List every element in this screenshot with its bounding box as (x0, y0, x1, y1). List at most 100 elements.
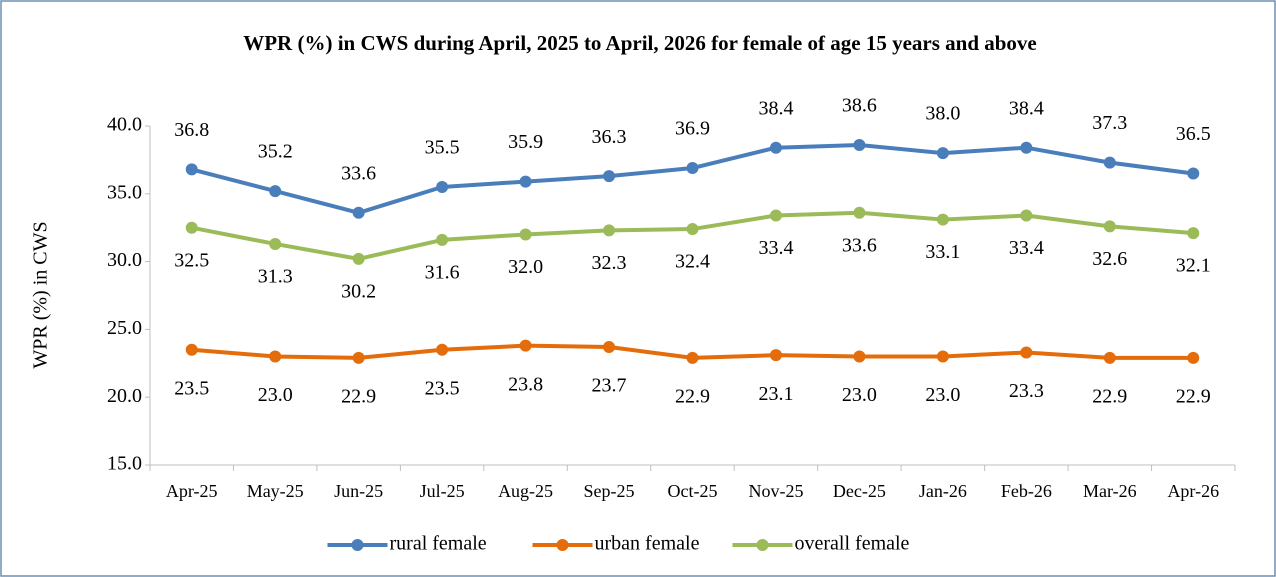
data-point (1187, 227, 1200, 240)
data-point (769, 349, 782, 362)
data-point (1187, 167, 1200, 180)
data-label: 23.7 (592, 375, 627, 397)
data-label: 35.9 (508, 131, 543, 153)
x-tick-label: May-25 (247, 481, 304, 501)
data-label: 35.5 (425, 137, 460, 159)
data-label: 23.8 (508, 373, 543, 395)
data-label: 33.4 (1009, 237, 1044, 259)
data-point (1103, 351, 1116, 364)
data-point (936, 350, 949, 363)
data-label: 32.5 (174, 249, 209, 271)
data-label: 31.3 (258, 266, 293, 288)
data-label: 23.3 (1009, 380, 1044, 402)
x-tick-label: Jan-26 (919, 481, 967, 501)
data-label: 22.9 (341, 385, 376, 407)
data-point (436, 343, 449, 356)
x-tick-label: Feb-26 (1001, 481, 1052, 501)
chart-title: WPR (%) in CWS during April, 2025 to Apr… (243, 31, 1037, 55)
data-label: 31.6 (425, 261, 460, 283)
data-point (686, 351, 699, 364)
x-tick-label: Aug-25 (498, 481, 553, 501)
y-tick-label: 40.0 (107, 114, 142, 136)
data-point (519, 228, 532, 241)
data-point (352, 351, 365, 364)
data-point (936, 147, 949, 160)
x-tick-label: Oct-25 (668, 481, 718, 501)
data-point (519, 339, 532, 352)
data-label: 23.0 (842, 384, 877, 406)
legend-marker (756, 539, 769, 551)
data-point (269, 185, 282, 198)
data-label: 23.0 (258, 384, 293, 406)
x-tick-label: Nov-25 (748, 481, 803, 501)
x-tick-label: Mar-26 (1083, 481, 1137, 501)
y-tick-label: 30.0 (107, 249, 142, 271)
data-label: 23.1 (758, 383, 793, 405)
data-point (1020, 346, 1033, 359)
data-label: 22.9 (1092, 385, 1127, 407)
data-label: 38.0 (925, 103, 960, 125)
y-tick-label: 25.0 (107, 317, 142, 339)
data-label: 33.1 (925, 241, 960, 263)
data-point (269, 350, 282, 363)
data-label: 22.9 (1176, 385, 1211, 407)
data-point (185, 163, 198, 176)
data-label: 32.6 (1092, 248, 1127, 270)
data-point (269, 237, 282, 250)
data-point (1187, 351, 1200, 364)
legend-label: urban female (595, 533, 700, 555)
x-tick-label: Apr-26 (1167, 481, 1219, 501)
data-label: 32.4 (675, 251, 710, 273)
legend-marker (556, 539, 569, 551)
data-point (352, 252, 365, 265)
data-label: 36.9 (675, 118, 710, 140)
data-point (519, 175, 532, 188)
legend-marker (351, 539, 364, 551)
data-point (185, 221, 198, 234)
y-tick-label: 35.0 (107, 181, 142, 203)
x-tick-label: Jun-25 (334, 481, 383, 501)
data-label: 30.2 (341, 280, 376, 302)
data-label: 23.5 (425, 377, 460, 399)
data-label: 38.4 (1009, 97, 1044, 119)
data-point (1103, 156, 1116, 169)
data-point (185, 343, 198, 356)
data-point (603, 341, 616, 354)
legend-label: overall female (795, 533, 910, 555)
data-point (853, 206, 866, 219)
legend-label: rural female (390, 533, 487, 555)
x-tick-label: Apr-25 (166, 481, 218, 501)
data-label: 36.8 (174, 119, 209, 141)
data-label: 35.2 (258, 141, 293, 163)
data-point (686, 162, 699, 175)
data-label: 36.5 (1176, 123, 1211, 145)
data-point (769, 209, 782, 222)
data-label: 33.6 (842, 234, 877, 256)
data-label: 38.4 (758, 97, 793, 119)
data-point (853, 350, 866, 363)
data-label: 32.0 (508, 256, 543, 278)
data-point (436, 181, 449, 194)
data-label: 37.3 (1092, 112, 1127, 134)
data-point (936, 213, 949, 226)
data-point (436, 233, 449, 246)
data-point (603, 224, 616, 237)
x-tick-label: Sep-25 (584, 481, 635, 501)
y-tick-label: 20.0 (107, 385, 142, 407)
x-tick-label: Jul-25 (420, 481, 465, 501)
data-label: 32.3 (592, 252, 627, 274)
data-label: 32.1 (1176, 255, 1211, 277)
data-point (1020, 209, 1033, 222)
data-label: 36.3 (592, 126, 627, 148)
y-tick-label: 15.0 (107, 453, 142, 475)
data-point (769, 141, 782, 154)
data-label: 33.4 (758, 237, 793, 259)
data-point (686, 223, 699, 236)
data-label: 33.6 (341, 162, 376, 184)
data-point (1103, 220, 1116, 233)
x-tick-label: Dec-25 (833, 481, 886, 501)
data-point (352, 206, 365, 219)
